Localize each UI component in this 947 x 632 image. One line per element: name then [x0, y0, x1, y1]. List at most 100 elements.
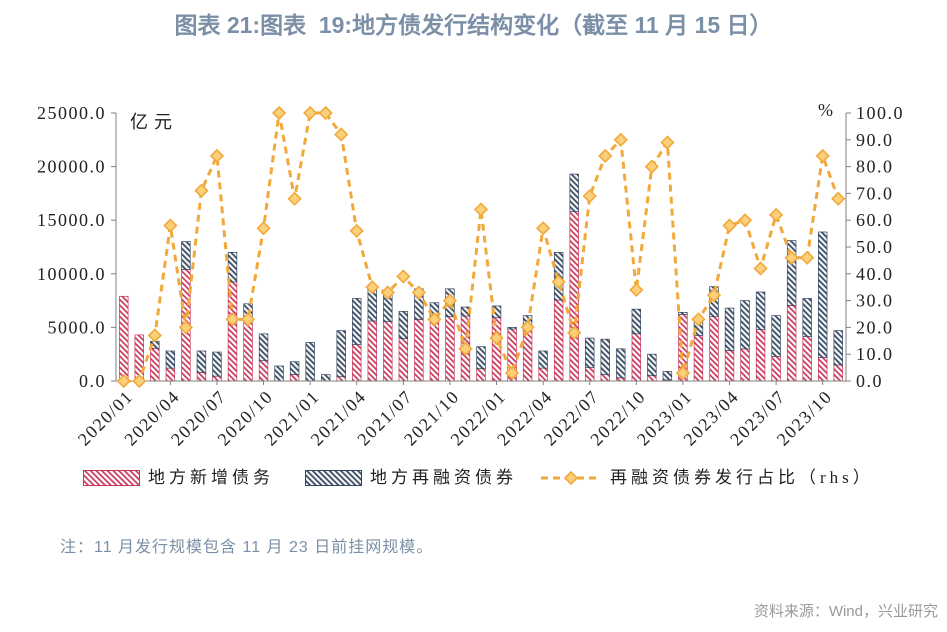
- axes-layer: 0.0 5000.0 10000.0 15000.0 20000.0 25000.0 0.0…: [37, 103, 903, 449]
- bar-new-debt: [600, 374, 610, 382]
- bar-refinancing: [818, 231, 828, 358]
- y-left-tick-label: 0.0: [79, 371, 106, 391]
- ratio-point: [380, 285, 395, 300]
- legend-label-ratio: 再融资债券发行占比（rhs）: [610, 468, 874, 487]
- y-right-tick-label: 60.0: [856, 210, 894, 230]
- ratio-point: [458, 341, 473, 356]
- bar-new-debt: [352, 344, 362, 382]
- bar-refinancing: [538, 350, 548, 369]
- ratio-point: [442, 293, 458, 308]
- bar-refinancing: [724, 307, 735, 351]
- ratio-point: [396, 269, 411, 284]
- ratio-point: [163, 218, 178, 233]
- ratio-point: [644, 159, 659, 174]
- y-right-tick-label: 10.0: [856, 344, 894, 364]
- ratio-point: [831, 191, 846, 206]
- ratio-point: [582, 188, 597, 204]
- y-left-tick-label: 20000.0: [37, 157, 106, 177]
- bar-new-debt: [212, 375, 222, 382]
- bar-new-debt: [724, 350, 735, 382]
- bar-new-debt: [243, 321, 253, 382]
- bar-refinancing: [569, 173, 579, 212]
- bar-refinancing: [212, 351, 222, 377]
- y-right-tick-label: 20.0: [856, 317, 894, 337]
- bar-refinancing: [507, 327, 517, 330]
- legend-swatch-refinancing: [305, 470, 362, 486]
- bar-refinancing: [616, 348, 626, 379]
- legend-label-refinancing: 地方再融资债券: [370, 468, 517, 487]
- bar-refinancing: [181, 241, 191, 270]
- bar-refinancing: [740, 300, 750, 350]
- ratio-point: [271, 105, 287, 121]
- ratio-point: [535, 221, 551, 236]
- y-left-tick-label: 5000.0: [48, 317, 107, 337]
- ratio-point: [753, 261, 768, 276]
- y-left-tick-label: 25000.0: [37, 103, 106, 123]
- bar-refinancing: [320, 374, 331, 382]
- y-right-unit-label: %: [818, 100, 839, 120]
- bar-refinancing: [196, 350, 207, 373]
- bar-refinancing: [336, 330, 346, 378]
- y-left-unit-label: 亿元: [130, 112, 178, 132]
- bar-new-debt: [383, 321, 393, 382]
- bar-new-debt: [631, 333, 642, 382]
- legend-swatch-ratio-line: [541, 470, 601, 486]
- ratio-point: [178, 320, 194, 335]
- y-right-tick-label: 90.0: [856, 130, 894, 150]
- bar-refinancing: [786, 240, 797, 306]
- chart: 0.0 5000.0 10000.0 15000.0 20000.0 25000.0 0.0…: [37, 100, 903, 449]
- bar-refinancing: [678, 312, 688, 315]
- y-right-tick-label: 40.0: [856, 264, 894, 284]
- bar-new-debt: [491, 317, 502, 382]
- bar-new-debt: [771, 355, 781, 382]
- ratio-point: [551, 274, 566, 289]
- bar-refinancing: [647, 353, 657, 376]
- ratio-point: [800, 250, 815, 265]
- bar-new-debt: [445, 316, 455, 382]
- y-left-tick-label: 10000.0: [37, 264, 106, 284]
- bar-new-debt: [289, 374, 300, 382]
- ratio-point: [411, 285, 427, 300]
- bar-refinancing: [274, 365, 284, 382]
- bar-refinancing: [631, 308, 642, 335]
- ratio-point: [365, 280, 380, 295]
- ratio-point: [768, 207, 784, 222]
- diamond-marker-icon: [563, 470, 579, 486]
- bar-new-debt: [150, 347, 160, 382]
- bar-new-debt: [538, 367, 548, 382]
- ratio-point: [287, 191, 302, 206]
- bar-new-debt: [165, 367, 176, 382]
- bar-new-debt: [818, 357, 828, 382]
- ratio-point: [427, 312, 442, 327]
- bar-new-debt: [553, 299, 564, 382]
- chart-title: 图表 21:图表 19:地方债发行结构变化（截至 11 月 15 日）: [174, 12, 773, 38]
- bar-refinancing: [289, 361, 300, 375]
- bar-new-debt: [693, 335, 704, 382]
- ratio-point: [815, 148, 830, 164]
- bar-new-debt: [398, 338, 409, 382]
- bar-refinancing: [802, 298, 812, 337]
- bar-refinancing: [771, 315, 781, 357]
- ratio-point: [334, 127, 349, 142]
- ratio-point: [473, 202, 489, 217]
- y-right-tick-label: 0.0: [856, 371, 883, 391]
- bar-refinancing: [600, 338, 610, 375]
- bar-refinancing: [165, 350, 176, 369]
- bars-layer: [119, 173, 843, 382]
- bar-new-debt: [802, 336, 812, 382]
- bar-refinancing: [258, 333, 269, 361]
- ratio-point: [598, 148, 613, 164]
- y-right-tick-label: 30.0: [856, 291, 894, 311]
- legend-label-new-debt: 地方新增债务: [148, 468, 274, 487]
- ratio-point: [629, 282, 644, 298]
- ratio-point: [256, 221, 271, 236]
- ratio-point: [209, 148, 225, 164]
- bar-refinancing: [352, 298, 362, 345]
- chart-note: 注：11 月发行规模包含 11 月 23 日前挂网规模。: [60, 539, 434, 556]
- bar-refinancing: [585, 337, 595, 368]
- bar-new-debt: [833, 364, 843, 382]
- bar-new-debt: [647, 375, 657, 382]
- ratio-point: [349, 223, 364, 239]
- bar-refinancing: [227, 252, 238, 283]
- ratio-point: [116, 373, 131, 389]
